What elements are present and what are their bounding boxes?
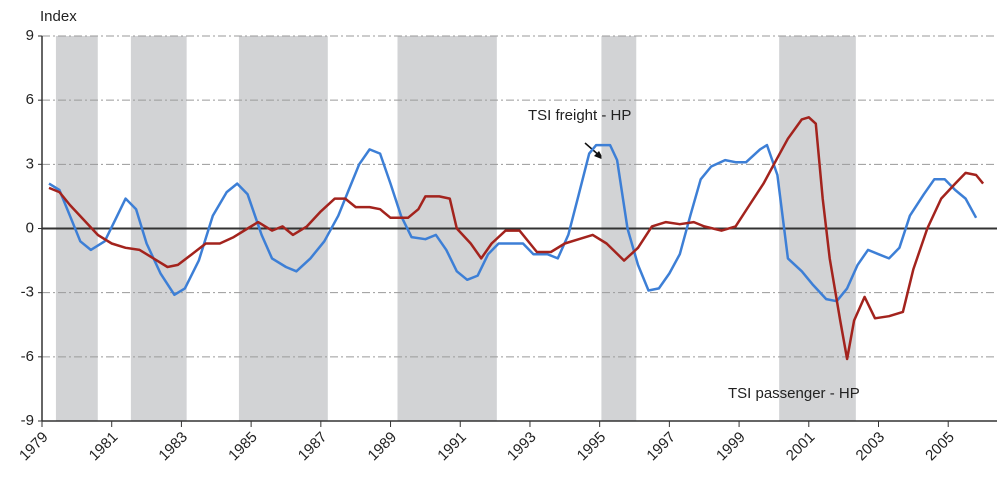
x-tick-label: 1987 [295, 429, 331, 465]
x-tick-label: 1997 [643, 429, 679, 465]
y-tick-label: 0 [26, 219, 34, 236]
series-line [48, 116, 985, 361]
y-tick-label: -9 [21, 412, 34, 429]
x-tick-label: 1993 [504, 429, 540, 465]
x-tick-label: 1995 [574, 429, 610, 465]
y-tick-label: -6 [21, 348, 34, 365]
x-tick-label: 1983 [155, 429, 191, 465]
x-tick-label: 1979 [16, 429, 52, 465]
x-tick-label: 1989 [365, 429, 401, 465]
x-tick-label: 1999 [713, 429, 749, 465]
series-annotation: TSI passenger - HP [728, 385, 860, 402]
series-line [48, 143, 978, 303]
x-tick-label: 2005 [922, 429, 958, 465]
y-axis-label: Index [40, 8, 77, 25]
x-tick-label: 1981 [86, 429, 122, 465]
series-annotation: TSI freight - HP [528, 107, 631, 124]
x-tick-label: 2001 [783, 429, 819, 465]
x-tick-label: 1991 [434, 429, 470, 465]
y-tick-label: 6 [26, 91, 34, 108]
y-tick-label: -3 [21, 284, 34, 301]
x-tick-label: 1985 [225, 429, 261, 465]
y-tick-label: 9 [26, 27, 34, 44]
y-tick-label: 3 [26, 155, 34, 172]
x-tick-label: 2003 [853, 429, 889, 465]
